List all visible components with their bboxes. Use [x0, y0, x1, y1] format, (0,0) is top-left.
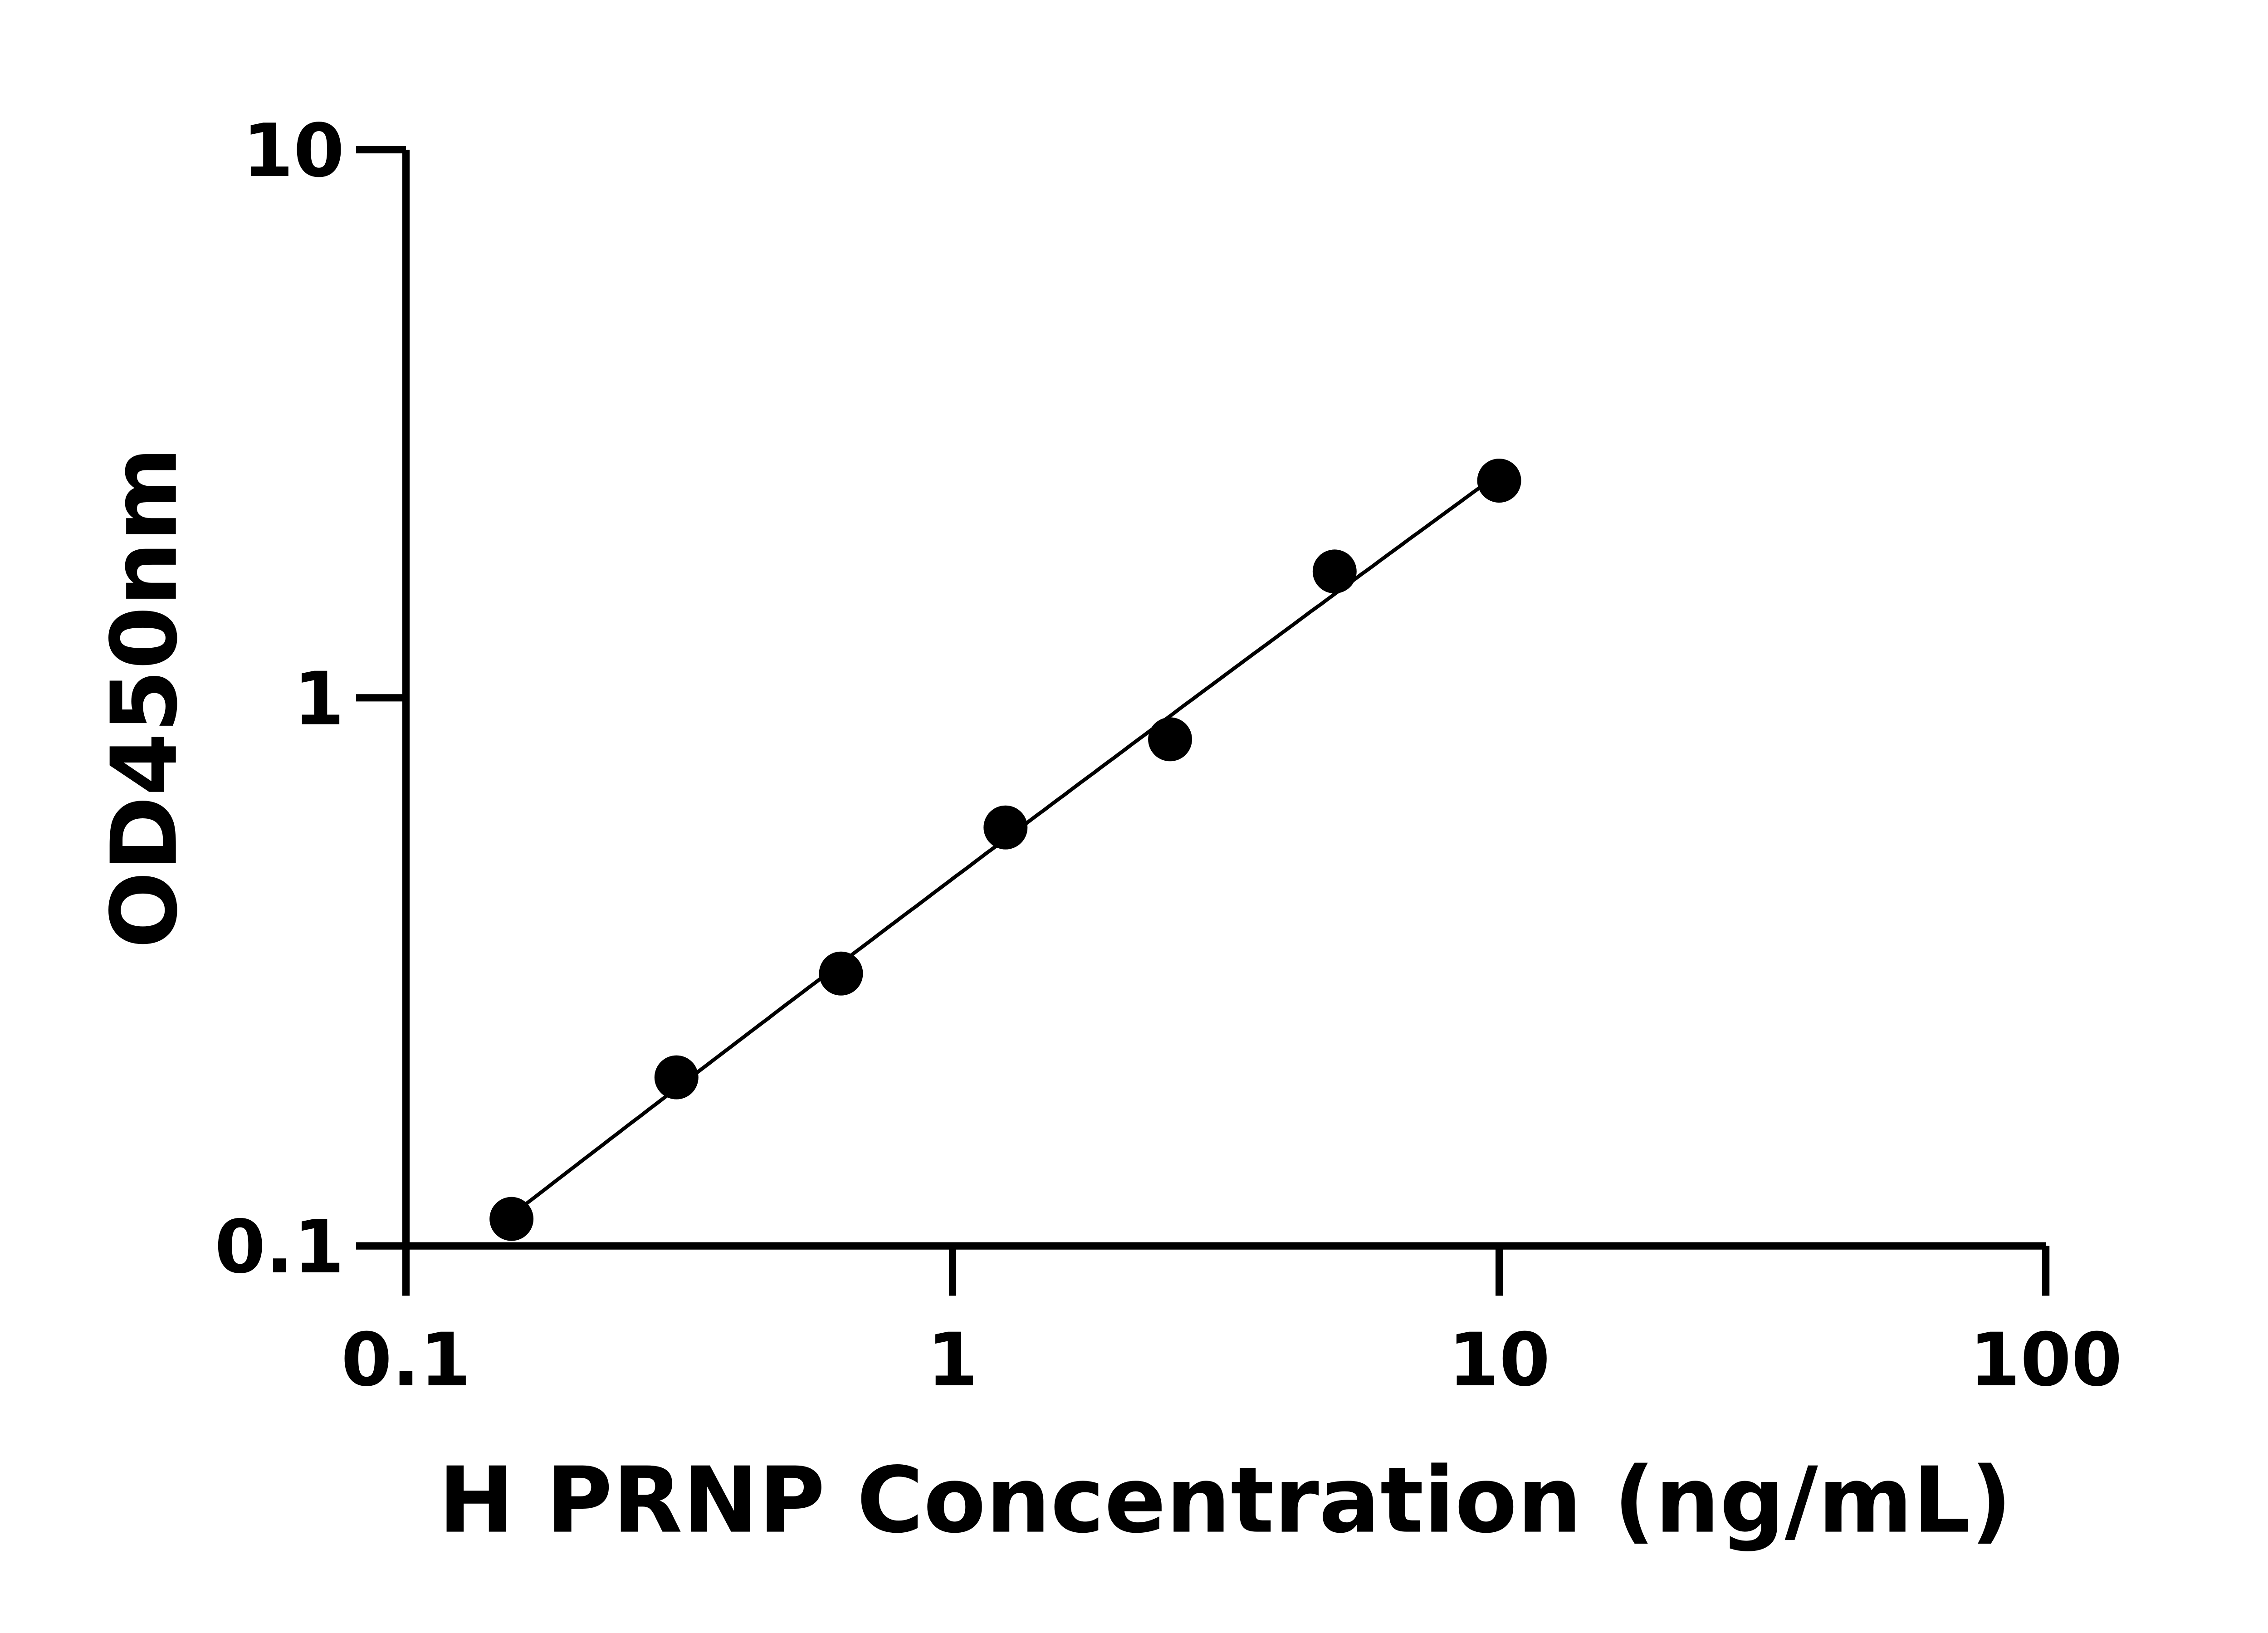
x-tick-label: 0.1: [341, 1318, 471, 1403]
axes: 0.1 1 10 100 0.1 1 10: [215, 108, 2122, 1403]
y-tick-label: 0.1: [215, 1205, 344, 1290]
data-point: [489, 1197, 534, 1241]
data-points: [489, 459, 1521, 1241]
y-tick-label: 1: [293, 656, 344, 742]
data-point: [983, 805, 1028, 850]
data-point: [1312, 549, 1357, 594]
data-point: [819, 951, 863, 996]
x-tick-label: 100: [1970, 1318, 2122, 1403]
y-axis-label: OD450nm: [92, 447, 198, 949]
x-tick-label: 1: [927, 1318, 978, 1403]
x-tick-label: 10: [1448, 1318, 1550, 1403]
y-tick-label: 10: [242, 108, 344, 194]
data-point: [1148, 717, 1193, 762]
data-point: [1477, 459, 1521, 503]
x-axis-label: H PRNP Concentration (ng/mL): [438, 1448, 2012, 1554]
data-point: [654, 1055, 699, 1100]
